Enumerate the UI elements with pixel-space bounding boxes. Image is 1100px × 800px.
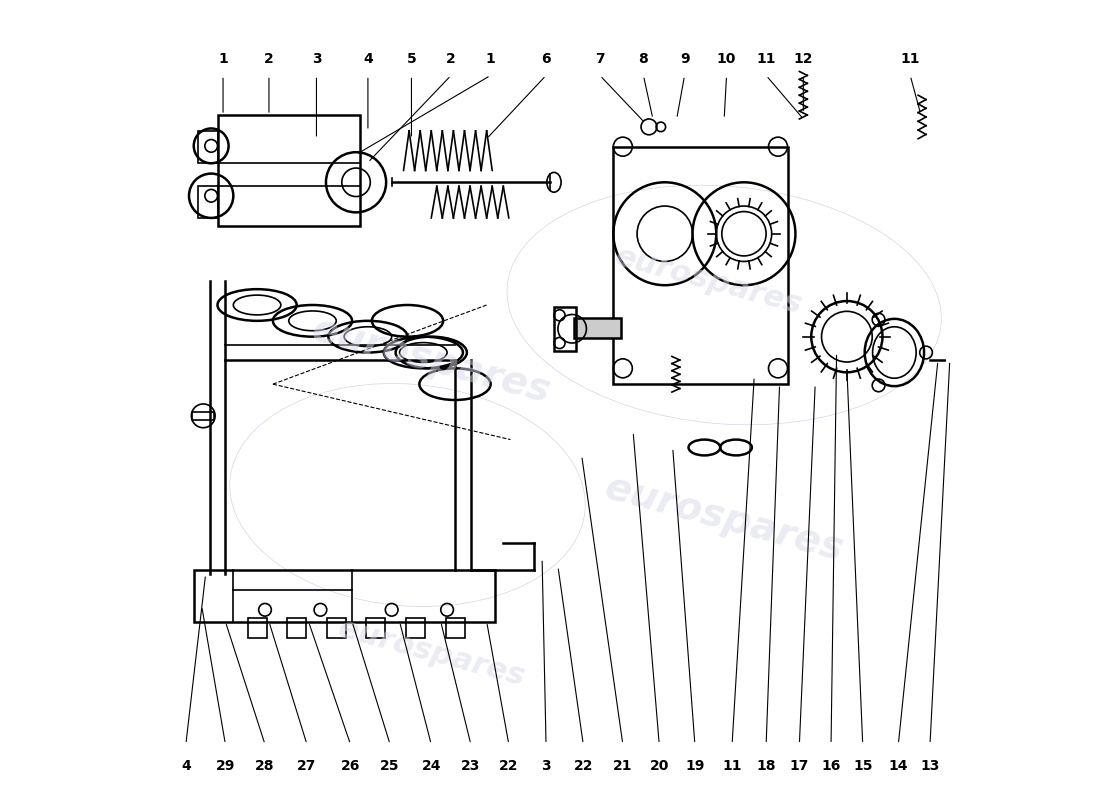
Text: 2: 2 bbox=[264, 52, 274, 66]
Bar bbox=[614, 146, 788, 384]
Text: 26: 26 bbox=[341, 758, 360, 773]
Text: 11: 11 bbox=[901, 52, 920, 66]
Text: 1: 1 bbox=[486, 52, 495, 66]
Text: eurospares: eurospares bbox=[612, 242, 805, 320]
Text: 3: 3 bbox=[311, 52, 321, 66]
Text: 27: 27 bbox=[297, 758, 317, 773]
Text: eurospares: eurospares bbox=[334, 614, 528, 692]
Text: eurospares: eurospares bbox=[308, 310, 554, 410]
Text: 8: 8 bbox=[638, 52, 648, 66]
Text: 24: 24 bbox=[421, 758, 441, 773]
Text: 19: 19 bbox=[685, 758, 705, 773]
Text: 22: 22 bbox=[573, 758, 593, 773]
Text: 4: 4 bbox=[182, 758, 190, 773]
Text: 13: 13 bbox=[921, 758, 939, 773]
Text: 14: 14 bbox=[889, 758, 909, 773]
Text: 21: 21 bbox=[613, 758, 632, 773]
Bar bbox=[198, 131, 218, 162]
Text: 18: 18 bbox=[757, 758, 776, 773]
Text: 3: 3 bbox=[541, 758, 551, 773]
Text: 23: 23 bbox=[461, 758, 481, 773]
Text: 6: 6 bbox=[541, 52, 551, 66]
Text: 16: 16 bbox=[822, 758, 840, 773]
Text: 17: 17 bbox=[790, 758, 810, 773]
Text: 15: 15 bbox=[852, 758, 872, 773]
Text: 4: 4 bbox=[363, 52, 373, 66]
Bar bbox=[954, 355, 969, 366]
Bar bbox=[446, 618, 464, 638]
Text: eurospares: eurospares bbox=[601, 469, 848, 569]
Bar bbox=[194, 570, 495, 622]
Bar bbox=[366, 618, 385, 638]
Text: 10: 10 bbox=[717, 52, 736, 66]
Bar bbox=[554, 307, 576, 351]
Text: 11: 11 bbox=[757, 52, 776, 66]
Text: 25: 25 bbox=[381, 758, 399, 773]
Text: 2: 2 bbox=[447, 52, 455, 66]
Text: 11: 11 bbox=[723, 758, 741, 773]
Bar bbox=[248, 618, 266, 638]
Text: 29: 29 bbox=[216, 758, 235, 773]
Bar bbox=[287, 618, 306, 638]
Bar bbox=[192, 412, 215, 420]
Text: 5: 5 bbox=[407, 52, 416, 66]
Bar bbox=[218, 115, 360, 226]
Text: 7: 7 bbox=[595, 52, 605, 66]
Text: 20: 20 bbox=[650, 758, 669, 773]
Text: 12: 12 bbox=[793, 52, 813, 66]
Bar bbox=[574, 318, 622, 338]
Text: 1: 1 bbox=[218, 52, 228, 66]
Text: 28: 28 bbox=[255, 758, 275, 773]
Bar bbox=[198, 186, 218, 218]
Text: 9: 9 bbox=[680, 52, 690, 66]
Bar bbox=[406, 618, 425, 638]
Text: 22: 22 bbox=[499, 758, 518, 773]
Bar bbox=[327, 618, 345, 638]
